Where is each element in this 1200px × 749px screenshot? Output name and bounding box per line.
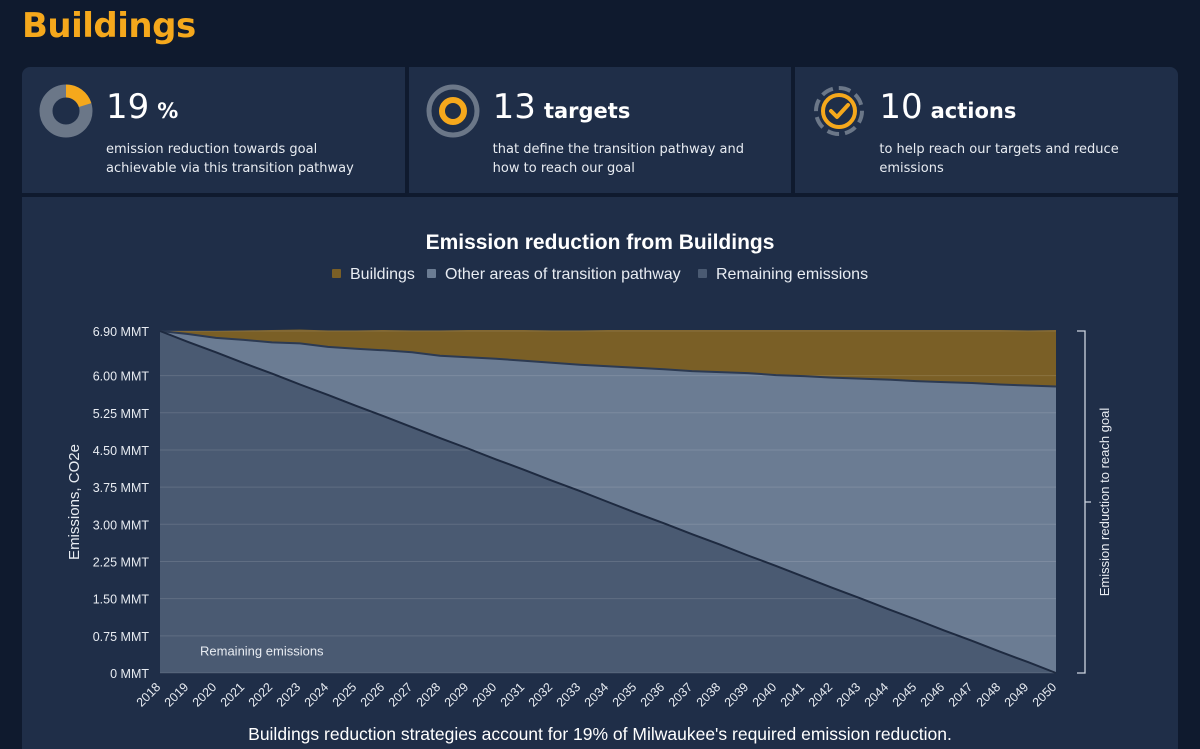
x-tick-label: 2023 xyxy=(274,680,304,710)
x-tick-label: 2020 xyxy=(190,680,220,710)
stat-number: 10 xyxy=(879,87,923,127)
emission-area-chart: Emission reduction from Buildings Buildin… xyxy=(66,231,1112,744)
stat-description: that define the transition pathway and h… xyxy=(492,142,744,176)
y-tick-label: 6.00 MMT xyxy=(93,370,150,384)
y-tick-label: 0.75 MMT xyxy=(93,630,150,644)
y-tick-label: 6.90 MMT xyxy=(93,325,150,339)
legend-swatch xyxy=(698,269,707,278)
x-tick-label: 2038 xyxy=(694,680,724,710)
x-tick-label: 2031 xyxy=(498,680,528,710)
x-tick-label: 2050 xyxy=(1030,680,1060,710)
x-tick-label: 2040 xyxy=(750,680,780,710)
other-boundary-line xyxy=(159,330,1057,388)
x-tick-label: 2028 xyxy=(414,680,444,710)
stat-description: to help reach our targets and reduce emi… xyxy=(879,142,1119,176)
y-tick-label: 1.50 MMT xyxy=(93,593,150,607)
stat-card-reduction: 19% emission reduction towards goal achi… xyxy=(22,67,405,193)
y-tick-label: 4.50 MMT xyxy=(93,444,150,458)
y-tick-label: 2.25 MMT xyxy=(93,555,150,569)
x-tick-label: 2022 xyxy=(246,680,276,710)
x-tick-label: 2025 xyxy=(330,680,360,710)
stats-row: 19% emission reduction towards goal achi… xyxy=(22,67,1179,193)
legend-label: Remaining emissions xyxy=(716,266,868,283)
x-tick-label: 2047 xyxy=(946,680,976,710)
remaining-boundary-line xyxy=(159,330,1057,674)
stat-headline: 10 actions xyxy=(879,87,1016,127)
y-tick-label: 0 MMT xyxy=(110,667,149,681)
chart-footer-caption: Buildings reduction strategies account f… xyxy=(248,724,952,744)
legend-label: Other areas of transition pathway xyxy=(445,266,681,283)
stat-card-targets: 13 targets that define the transition pat… xyxy=(408,67,792,193)
target-icon xyxy=(426,84,480,138)
x-tick-label: 2048 xyxy=(974,680,1004,710)
x-tick-label: 2034 xyxy=(582,680,612,710)
x-tick-label: 2044 xyxy=(862,680,892,710)
x-tick-label: 2019 xyxy=(162,680,192,710)
chart-title: Emission reduction from Buildings xyxy=(426,231,775,254)
stat-description: emission reduction towards goal achievab… xyxy=(106,142,354,176)
goal-bracket xyxy=(1077,330,1091,674)
y-tick-label: 5.25 MMT xyxy=(93,407,150,421)
x-tick-label: 2035 xyxy=(610,680,640,710)
x-tick-label: 2039 xyxy=(722,680,752,710)
x-tick-label: 2036 xyxy=(638,680,668,710)
x-tick-label: 2046 xyxy=(918,680,948,710)
x-tick-label: 2024 xyxy=(302,680,332,710)
x-tick-label: 2029 xyxy=(442,680,472,710)
stat-unit: % xyxy=(157,99,179,123)
legend-swatch xyxy=(427,269,436,278)
stat-number: 19 xyxy=(106,87,150,127)
x-tick-label: 2042 xyxy=(806,680,836,710)
y-tick-label: 3.75 MMT xyxy=(93,481,150,495)
stat-headline: 19% xyxy=(106,87,178,127)
x-tick-label: 2045 xyxy=(890,680,920,710)
legend-label: Buildings xyxy=(350,266,415,283)
stat-unit: targets xyxy=(543,99,631,123)
checkmark-circle-icon xyxy=(814,86,865,136)
x-tick-label: 2043 xyxy=(834,680,864,710)
donut-progress-icon xyxy=(39,84,93,138)
legend-swatch xyxy=(332,269,341,278)
page-title: Buildings xyxy=(22,6,196,46)
x-tick-label: 2033 xyxy=(554,680,584,710)
x-tick-label: 2026 xyxy=(358,680,388,710)
y-axis-label: Emissions, CO2e xyxy=(66,444,83,560)
x-tick-label: 2027 xyxy=(386,680,416,710)
buildings-area xyxy=(160,329,1056,387)
x-tick-label: 2032 xyxy=(526,680,556,710)
goal-bracket-label: Emission reduction to reach goal xyxy=(1097,408,1112,597)
x-tick-label: 2018 xyxy=(134,680,164,710)
x-tick-label: 2041 xyxy=(778,680,808,710)
y-tick-label: 3.00 MMT xyxy=(93,518,150,532)
stat-headline: 13 targets xyxy=(493,87,631,127)
x-tick-label: 2021 xyxy=(218,680,248,710)
remaining-emissions-annotation: Remaining emissions xyxy=(200,644,324,659)
stat-card-actions: 10 actions to help reach our targets and … xyxy=(795,67,1179,193)
x-tick-label: 2049 xyxy=(1002,680,1032,710)
x-tick-label: 2037 xyxy=(666,680,696,710)
stat-number: 13 xyxy=(492,87,536,127)
chart-panel: Emission reduction from Buildings Buildin… xyxy=(22,197,1178,749)
x-tick-label: 2030 xyxy=(470,680,500,710)
stat-unit: actions xyxy=(930,99,1017,123)
